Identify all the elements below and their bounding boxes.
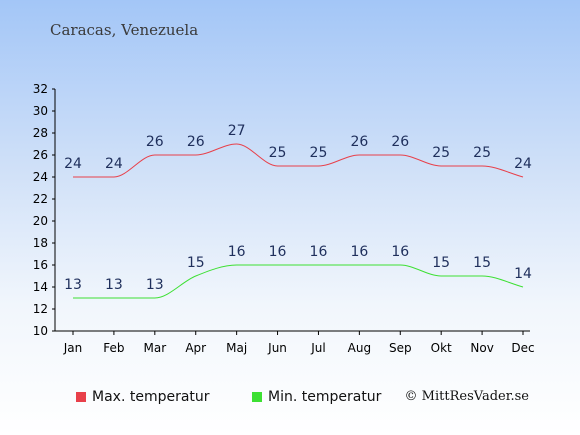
y-tick-label-22: 22 <box>33 192 48 206</box>
y-tick-label-26: 26 <box>33 148 48 162</box>
series-line-max <box>72 143 524 178</box>
x-tick-label-Mar: Mar <box>143 341 166 355</box>
data-label-max-Sep: 26 <box>391 134 409 150</box>
data-label-max-Jan: 24 <box>64 156 82 172</box>
data-label-min-Dec: 14 <box>514 266 532 282</box>
x-tick-label-Jul: Jul <box>310 341 325 355</box>
data-label-min-Jan: 13 <box>64 277 82 293</box>
x-tick-label-Maj: Maj <box>226 341 247 355</box>
data-label-max-Maj: 27 <box>228 123 246 139</box>
y-tick-label-16: 16 <box>33 258 48 272</box>
y-tick-label-24: 24 <box>33 170 48 184</box>
y-tick-label-14: 14 <box>33 280 48 294</box>
y-tick-label-10: 10 <box>33 324 48 338</box>
x-tick-label-Jun: Jun <box>267 341 287 355</box>
x-tick-label-Feb: Feb <box>103 341 124 355</box>
data-label-min-Jul: 16 <box>310 244 328 260</box>
data-label-max-Jun: 25 <box>269 145 287 161</box>
data-label-min-Okt: 15 <box>432 255 450 271</box>
x-tick-label-Apr: Apr <box>185 341 206 355</box>
y-tick-label-30: 30 <box>33 104 48 118</box>
legend-item-max: Max. temperatur <box>76 389 210 405</box>
x-tick-label-Sep: Sep <box>389 341 412 355</box>
data-label-max-Jul: 25 <box>310 145 328 161</box>
y-tick-label-12: 12 <box>33 302 48 316</box>
data-label-max-Okt: 25 <box>432 145 450 161</box>
data-label-min-Nov: 15 <box>473 255 491 271</box>
data-label-min-Mar: 13 <box>146 277 164 293</box>
y-tick-label-18: 18 <box>33 236 48 250</box>
data-label-max-Nov: 25 <box>473 145 491 161</box>
data-label-max-Feb: 24 <box>105 156 123 172</box>
data-label-max-Aug: 26 <box>350 134 368 150</box>
series-line-min <box>72 264 524 299</box>
x-tick-label-Okt: Okt <box>431 341 452 355</box>
legend-label-min: Min. temperatur <box>268 389 382 405</box>
data-label-max-Apr: 26 <box>187 134 205 150</box>
data-label-min-Sep: 16 <box>391 244 409 260</box>
x-tick-label-Jan: Jan <box>63 341 83 355</box>
data-label-min-Feb: 13 <box>105 277 123 293</box>
data-label-min-Aug: 16 <box>350 244 368 260</box>
legend-swatch-min <box>252 392 262 402</box>
data-label-min-Apr: 15 <box>187 255 205 271</box>
x-tick-label-Dec: Dec <box>511 341 534 355</box>
credit-text: © MittResVader.se <box>404 389 529 404</box>
data-label-max-Mar: 26 <box>146 134 164 150</box>
y-tick-label-20: 20 <box>33 214 48 228</box>
chart-title: Caracas, Venezuela <box>50 21 199 39</box>
data-label-min-Maj: 16 <box>228 244 246 260</box>
y-tick-label-32: 32 <box>33 82 48 96</box>
data-label-max-Dec: 24 <box>514 156 532 172</box>
y-tick-label-28: 28 <box>33 126 48 140</box>
x-tick-label-Aug: Aug <box>348 341 371 355</box>
x-tick-label-Nov: Nov <box>470 341 493 355</box>
legend-item-min: Min. temperatur <box>252 389 381 405</box>
legend-label-max: Max. temperatur <box>92 389 210 405</box>
data-label-min-Jun: 16 <box>269 244 287 260</box>
legend-swatch-max <box>76 392 86 402</box>
